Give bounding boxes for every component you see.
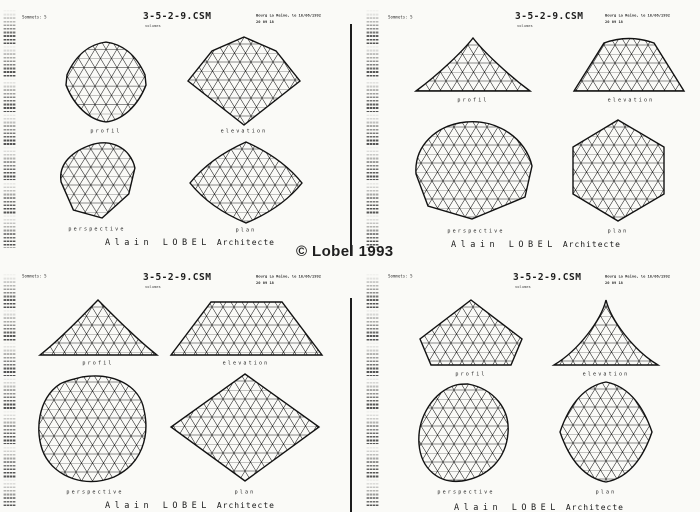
- architect-role: Architecte: [562, 240, 621, 249]
- perspective-figure: [32, 373, 158, 485]
- elevation-figure: [551, 298, 661, 368]
- elevation-label: elevation: [222, 360, 270, 366]
- elevation-label: elevation: [220, 128, 268, 134]
- wireframe-cone-profil: [413, 36, 533, 92]
- parameter-text-column: [366, 10, 379, 248]
- architect-signature: Alain LOBEL Architecte: [70, 501, 310, 511]
- place-date-line: Bourg La Reine, le 18/06/1992: [256, 13, 321, 18]
- panel-top-left: Sommets: 5 3-5-2-9.CSM volumes Bourg La …: [0, 0, 352, 256]
- wireframe-trapezoid-elevation: [169, 301, 324, 356]
- wireframe-dome-profil: [37, 299, 160, 356]
- plan-label: plan: [235, 227, 257, 233]
- parameter-text-column: [3, 274, 16, 506]
- plan-figure: [551, 380, 661, 485]
- parameter-text-column: [3, 10, 16, 248]
- date-block: Bourg La Reine, le 18/06/1992 20 09 18: [256, 13, 321, 25]
- drawing-title: 3-5-2-9.CSM: [143, 11, 212, 22]
- wireframe-trapezoid-elevation: [572, 37, 686, 92]
- architect-role: Architecte: [216, 501, 275, 510]
- wireframe-octagon-plan: [559, 381, 653, 483]
- perspective-label: perspective: [447, 228, 505, 234]
- drawing-title: 3-5-2-9.CSM: [515, 11, 584, 22]
- perspective-figure: [410, 381, 523, 483]
- drawing-title: 3-5-2-9.CSM: [143, 272, 212, 283]
- wireframe-diamond-plan: [189, 141, 303, 224]
- architect-name: Alain LOBEL: [105, 501, 211, 511]
- wireframe-dome-perspective: [38, 375, 147, 483]
- architect-name: Alain LOBEL: [451, 240, 557, 250]
- drawing-subtitle: volumes: [517, 24, 533, 29]
- drawing-subtitle: volumes: [515, 285, 531, 290]
- wireframe-egg-perspective: [418, 383, 509, 483]
- drawing-title: 3-5-2-9.CSM: [513, 272, 582, 283]
- parameter-text-column: [366, 274, 379, 506]
- architect-signature: Alain LOBEL Architecte: [416, 240, 656, 250]
- wireframe-pentagon-profil: [419, 299, 523, 366]
- place-date-line: Bourg La Reine, le 18/06/1992: [605, 13, 670, 18]
- wireframe-dome-perspective: [415, 121, 533, 220]
- copyright-watermark: © Lobel 1993: [296, 243, 394, 260]
- profil-figure: [62, 40, 150, 124]
- wireframe-hexagon: [187, 36, 301, 126]
- profil-label: profil: [455, 371, 487, 377]
- profil-label: profil: [82, 360, 114, 366]
- panel-bottom-left: Sommets: 5 3-5-2-9.CSM volumes Bourg La …: [0, 256, 352, 512]
- time-line: 20 09 18: [256, 19, 274, 24]
- place-date-line: Bourg La Reine, le 18/06/1992: [256, 274, 321, 279]
- profil-label: profil: [457, 97, 489, 103]
- wireframe-dome-perspective: [60, 142, 136, 219]
- vertex-count-label: Sommets: 5: [22, 15, 47, 20]
- time-line: 20 09 18: [605, 280, 623, 285]
- wireframe-hexagon-dome: [65, 41, 147, 123]
- architect-signature: Alain LOBEL Architecte: [70, 238, 310, 248]
- architect-signature: Alain LOBEL Architecte: [419, 503, 659, 512]
- perspective-figure: [410, 118, 543, 223]
- profil-figure: [418, 298, 525, 368]
- time-line: 20 09 18: [605, 19, 623, 24]
- wireframe-hexagon-plan: [572, 119, 665, 222]
- plan-figure: [187, 140, 305, 225]
- plan-label: plan: [595, 489, 617, 495]
- plan-label: plan: [607, 228, 629, 234]
- time-line: 20 09 18: [256, 280, 274, 285]
- architect-role: Architecte: [216, 238, 275, 247]
- date-block: Bourg La Reine, le 18/06/1992 20 09 18: [605, 13, 670, 25]
- architect-name: Alain LOBEL: [105, 238, 211, 248]
- elevation-figure: [185, 35, 303, 127]
- date-block: Bourg La Reine, le 18/06/1992 20 09 18: [605, 274, 670, 286]
- drawing-subtitle: volumes: [145, 285, 161, 290]
- profil-figure: [37, 298, 160, 358]
- page-gutter-line: [350, 298, 352, 512]
- plan-figure: [168, 372, 322, 483]
- elevation-label: elevation: [607, 97, 655, 103]
- plan-figure: [570, 118, 667, 223]
- elevation-figure: [571, 36, 687, 94]
- page-gutter-line: [350, 24, 352, 256]
- date-block: Bourg La Reine, le 18/06/1992 20 09 18: [256, 274, 321, 286]
- panel-bottom-right: Sommets: 5 3-5-2-9.CSM volumes Bourg La …: [352, 256, 700, 512]
- architect-name: Alain LOBEL: [454, 503, 560, 512]
- perspective-figure: [57, 140, 139, 222]
- architect-role: Architecte: [565, 503, 624, 512]
- place-date-line: Bourg La Reine, le 18/06/1992: [605, 274, 670, 279]
- wireframe-diamond-plan: [169, 373, 321, 482]
- perspective-label: perspective: [68, 226, 126, 232]
- panel-top-right: Sommets: 5 3-5-2-9.CSM volumes Bourg La …: [352, 0, 700, 256]
- profil-label: profil: [90, 128, 122, 134]
- vertex-count-label: Sommets: 5: [22, 274, 47, 279]
- vertex-count-label: Sommets: 5: [388, 274, 413, 279]
- wireframe-bell-elevation: [551, 299, 661, 366]
- vertex-count-label: Sommets: 5: [388, 15, 413, 20]
- elevation-label: elevation: [582, 371, 630, 377]
- profil-figure: [413, 36, 533, 94]
- perspective-label: perspective: [437, 489, 495, 495]
- perspective-label: perspective: [66, 489, 124, 495]
- elevation-figure: [168, 298, 325, 358]
- drawing-subtitle: volumes: [145, 24, 161, 29]
- plan-label: plan: [234, 489, 256, 495]
